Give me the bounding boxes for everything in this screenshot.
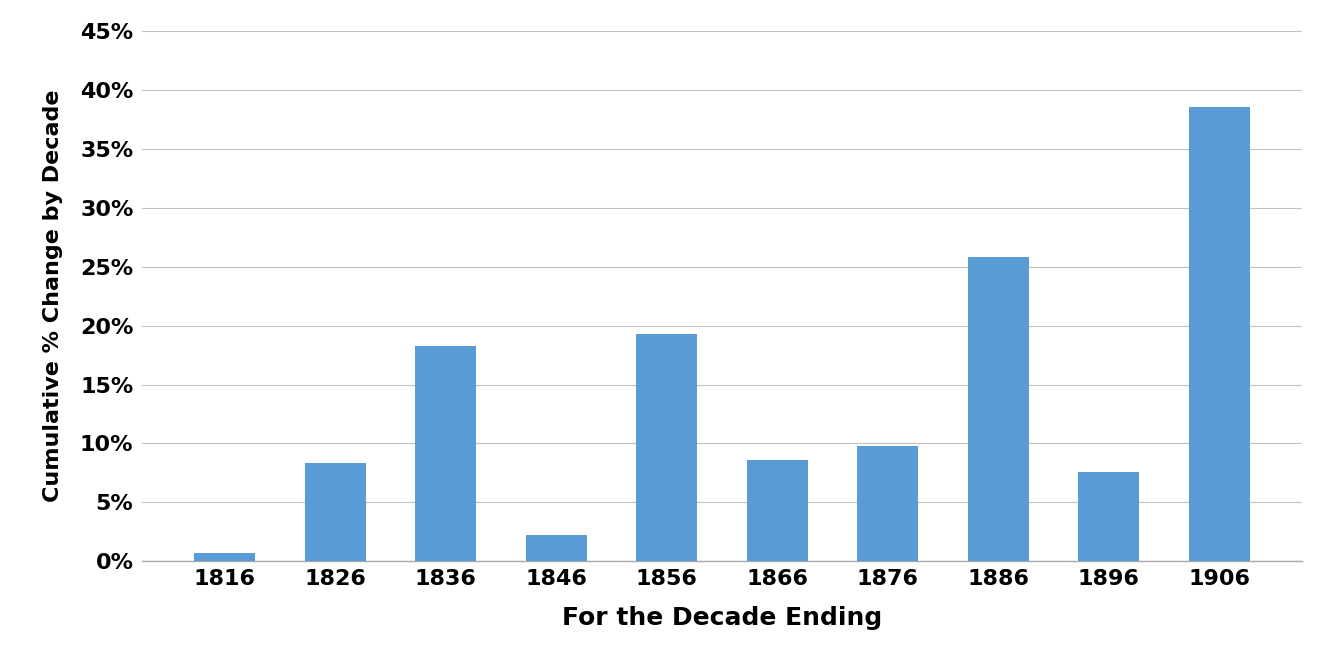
Bar <box>1079 472 1139 561</box>
Bar <box>526 535 586 561</box>
Bar <box>416 346 476 561</box>
Bar <box>194 553 254 561</box>
Bar <box>747 460 807 561</box>
Bar <box>858 446 918 561</box>
Bar <box>968 257 1028 561</box>
X-axis label: For the Decade Ending: For the Decade Ending <box>562 606 882 630</box>
Bar <box>1188 107 1249 561</box>
Y-axis label: Cumulative % Change by Decade: Cumulative % Change by Decade <box>44 90 64 502</box>
Bar <box>305 463 365 561</box>
Bar <box>637 334 697 561</box>
